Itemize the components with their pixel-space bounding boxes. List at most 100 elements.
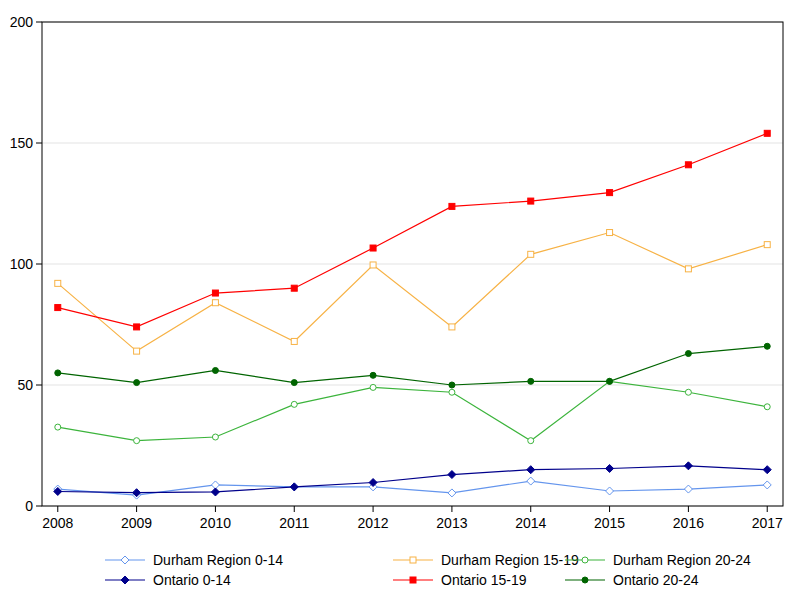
point bbox=[212, 300, 218, 306]
legend-marker bbox=[582, 557, 588, 563]
x-tick-label: 2008 bbox=[42, 515, 73, 531]
x-tick bbox=[451, 506, 452, 512]
legend-label: Ontario 15-19 bbox=[441, 572, 527, 588]
point bbox=[764, 242, 770, 248]
series-line bbox=[58, 346, 767, 385]
y-tick-label: 200 bbox=[10, 14, 34, 30]
series-line bbox=[58, 133, 767, 327]
point bbox=[528, 378, 534, 384]
x-tick bbox=[609, 506, 610, 512]
point bbox=[291, 338, 297, 344]
x-tick-label: 2012 bbox=[358, 515, 389, 531]
x-tick-label: 2014 bbox=[515, 515, 546, 531]
legend-marker bbox=[410, 577, 416, 583]
point bbox=[448, 489, 456, 497]
x-tick bbox=[373, 506, 374, 512]
point bbox=[607, 378, 613, 384]
point bbox=[607, 190, 613, 196]
legend-label: Durham Region 15-19 bbox=[441, 552, 579, 568]
point bbox=[449, 324, 455, 330]
legend-marker bbox=[410, 557, 416, 563]
point bbox=[55, 370, 61, 376]
y-tick-label: 100 bbox=[10, 256, 34, 272]
point bbox=[291, 401, 297, 407]
point bbox=[448, 471, 456, 479]
point bbox=[55, 424, 61, 430]
point bbox=[528, 198, 534, 204]
point bbox=[370, 372, 376, 378]
point bbox=[133, 489, 141, 497]
x-tick bbox=[688, 506, 689, 512]
legend-label: Durham Region 20-24 bbox=[613, 552, 751, 568]
point bbox=[685, 351, 691, 357]
point bbox=[449, 203, 455, 209]
x-tick-label: 2010 bbox=[200, 515, 231, 531]
point bbox=[134, 324, 140, 330]
point bbox=[369, 479, 377, 487]
point bbox=[606, 487, 614, 495]
point bbox=[684, 462, 692, 470]
legend-label: Ontario 20-24 bbox=[613, 572, 699, 588]
point bbox=[685, 266, 691, 272]
point bbox=[290, 483, 298, 491]
point bbox=[763, 466, 771, 474]
point bbox=[55, 305, 61, 311]
point bbox=[134, 380, 140, 386]
point bbox=[606, 464, 614, 472]
point bbox=[291, 285, 297, 291]
point bbox=[54, 487, 62, 495]
y-tick bbox=[36, 22, 42, 23]
y-tick-label: 50 bbox=[17, 377, 33, 393]
point bbox=[607, 230, 613, 236]
point bbox=[607, 378, 613, 384]
legend-label: Durham Region 0-14 bbox=[153, 552, 283, 568]
legend-marker bbox=[582, 577, 588, 583]
point bbox=[291, 380, 297, 386]
point bbox=[764, 404, 770, 410]
point bbox=[370, 384, 376, 390]
grid-line bbox=[42, 143, 783, 144]
x-tick bbox=[136, 506, 137, 512]
y-tick-label: 0 bbox=[25, 498, 33, 514]
legend-label: Ontario 0-14 bbox=[153, 572, 231, 588]
x-tick bbox=[57, 506, 58, 512]
point bbox=[449, 389, 455, 395]
x-tick-label: 2015 bbox=[594, 515, 625, 531]
point bbox=[449, 382, 455, 388]
point bbox=[684, 485, 692, 493]
point bbox=[685, 389, 691, 395]
point bbox=[527, 477, 535, 485]
point bbox=[55, 280, 61, 286]
point bbox=[528, 251, 534, 257]
series-line bbox=[58, 381, 767, 440]
legend: Durham Region 0-14 Durham Region 15-19 Dur… bbox=[105, 552, 751, 588]
y-tick-label: 150 bbox=[10, 135, 34, 151]
grid-line bbox=[42, 264, 783, 265]
y-tick bbox=[36, 506, 42, 507]
point bbox=[527, 466, 535, 474]
legend-marker bbox=[121, 556, 129, 564]
series-line bbox=[58, 233, 767, 352]
x-tick-label: 2009 bbox=[121, 515, 152, 531]
x-tick-label: 2011 bbox=[279, 515, 309, 531]
point bbox=[212, 434, 218, 440]
point bbox=[685, 162, 691, 168]
x-tick-label: 2017 bbox=[752, 515, 783, 531]
point bbox=[528, 438, 534, 444]
grid-line bbox=[42, 385, 783, 386]
point bbox=[290, 483, 298, 491]
x-tick bbox=[215, 506, 216, 512]
point bbox=[764, 130, 770, 136]
x-tick-label: 2013 bbox=[436, 515, 467, 531]
point bbox=[370, 245, 376, 251]
point bbox=[134, 438, 140, 444]
plot-data bbox=[54, 130, 771, 499]
x-tick-label: 2016 bbox=[673, 515, 704, 531]
point bbox=[763, 481, 771, 489]
x-tick bbox=[767, 506, 768, 512]
x-tick bbox=[530, 506, 531, 512]
point bbox=[764, 343, 770, 349]
y-tick bbox=[36, 143, 42, 144]
point bbox=[212, 290, 218, 296]
y-tick bbox=[36, 385, 42, 386]
